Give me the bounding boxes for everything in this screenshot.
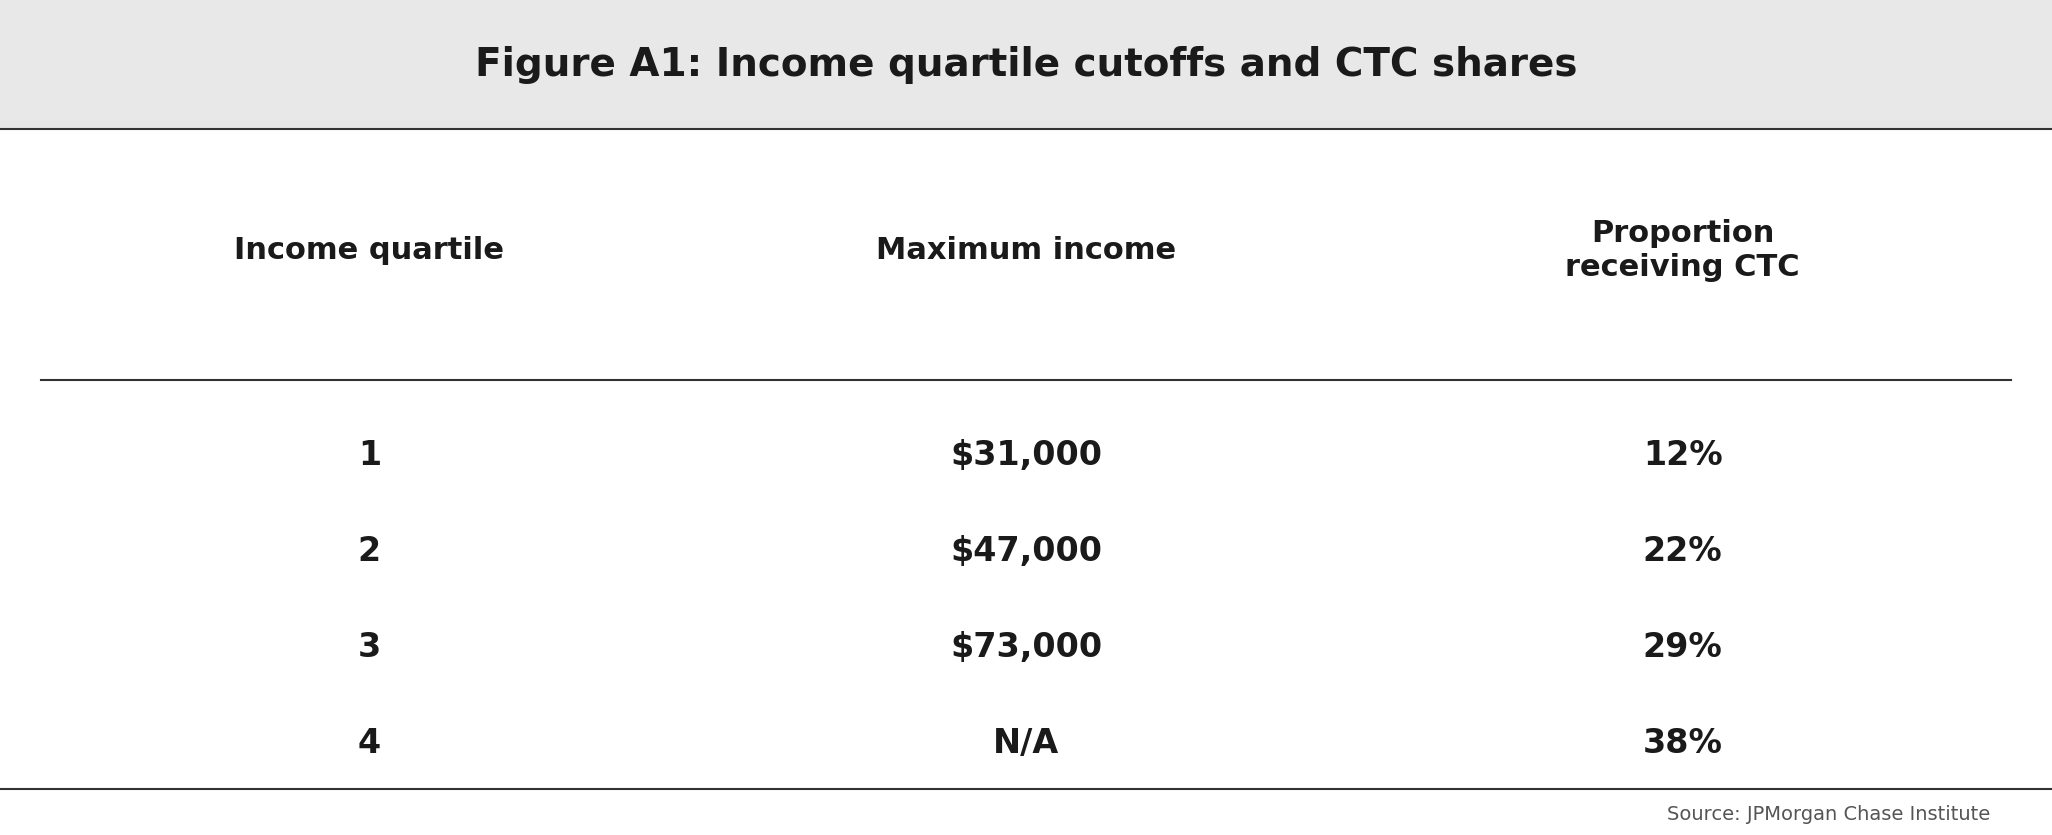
- Text: Source: JPMorgan Chase Institute: Source: JPMorgan Chase Institute: [1666, 805, 1990, 823]
- Text: N/A: N/A: [993, 726, 1059, 760]
- Text: 12%: 12%: [1644, 438, 1722, 472]
- Text: 2: 2: [357, 534, 382, 568]
- Text: 22%: 22%: [1644, 534, 1722, 568]
- Text: 29%: 29%: [1644, 630, 1722, 664]
- Text: Figure A1: Income quartile cutoffs and CTC shares: Figure A1: Income quartile cutoffs and C…: [474, 46, 1578, 84]
- Text: 3: 3: [357, 630, 382, 664]
- Text: $31,000: $31,000: [950, 438, 1102, 472]
- Text: Proportion
receiving CTC: Proportion receiving CTC: [1566, 220, 1800, 281]
- Text: 38%: 38%: [1644, 726, 1722, 760]
- Text: Maximum income: Maximum income: [876, 236, 1176, 265]
- Text: 1: 1: [357, 438, 382, 472]
- Text: 4: 4: [357, 726, 382, 760]
- Text: $47,000: $47,000: [950, 534, 1102, 568]
- Text: Income quartile: Income quartile: [234, 236, 505, 265]
- FancyBboxPatch shape: [0, 0, 2052, 129]
- Text: $73,000: $73,000: [950, 630, 1102, 664]
